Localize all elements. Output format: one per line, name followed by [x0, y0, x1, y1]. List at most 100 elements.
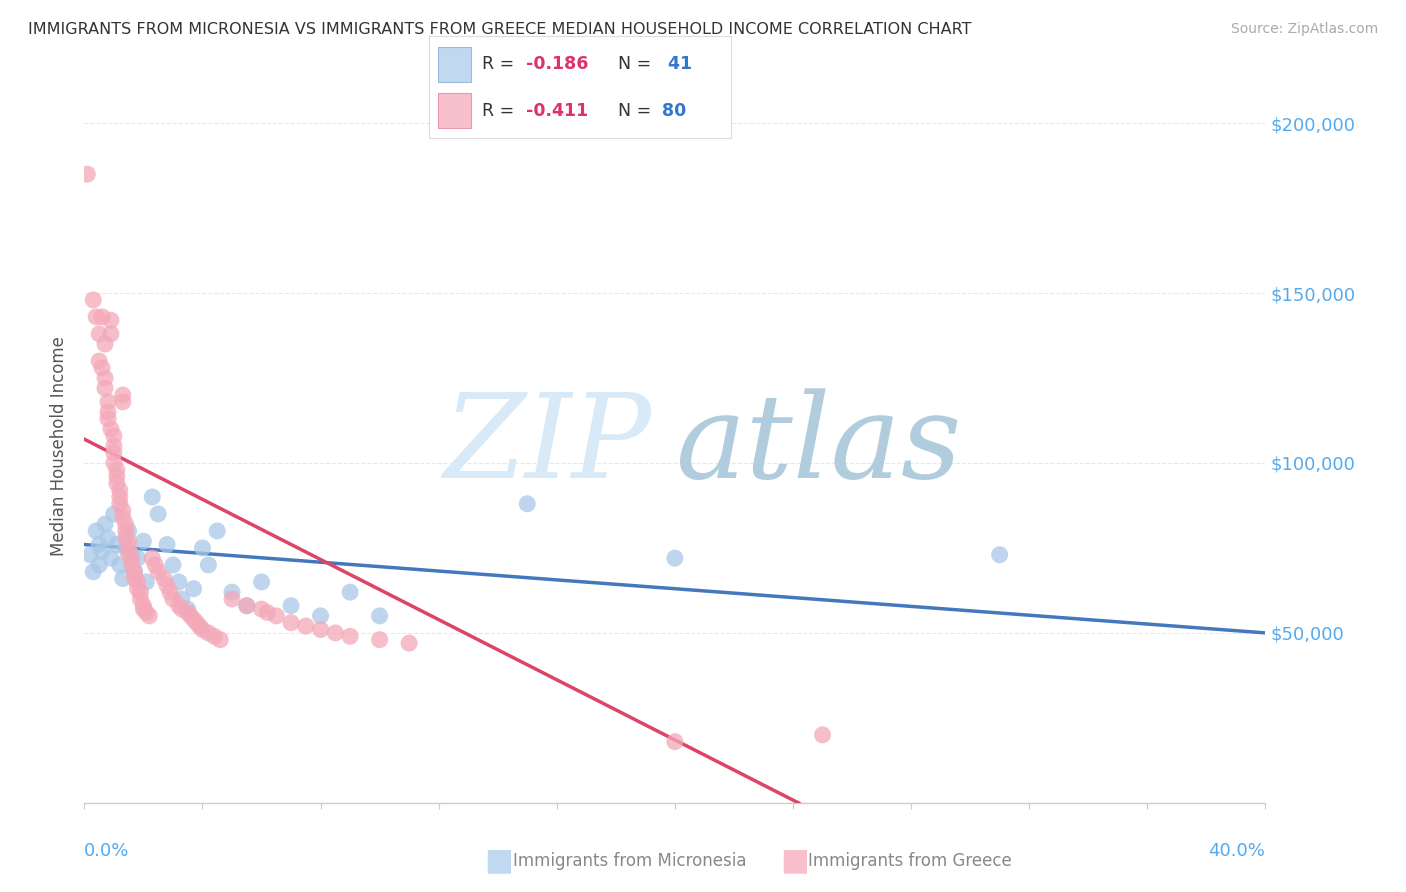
Point	[167, 599, 190, 613]
Text: Immigrants from Micronesia: Immigrants from Micronesia	[513, 852, 747, 870]
Text: Immigrants from Greece: Immigrants from Greece	[808, 852, 1012, 870]
Point	[82, 293, 104, 307]
Point	[111, 510, 134, 524]
Point	[89, 537, 111, 551]
Point	[94, 517, 117, 532]
Point	[129, 585, 152, 599]
Point	[124, 565, 146, 579]
Point	[84, 310, 107, 324]
Point	[105, 469, 128, 483]
Text: 80: 80	[662, 102, 686, 120]
Point	[89, 354, 111, 368]
Point	[91, 310, 114, 324]
Point	[162, 558, 184, 572]
Point	[132, 599, 155, 613]
Point	[309, 623, 332, 637]
Point	[114, 531, 136, 545]
Point	[156, 537, 179, 551]
Point	[148, 507, 170, 521]
Point	[108, 558, 131, 572]
FancyBboxPatch shape	[437, 93, 471, 128]
Point	[664, 551, 686, 566]
Text: IMMIGRANTS FROM MICRONESIA VS IMMIGRANTS FROM GREECE MEDIAN HOUSEHOLD INCOME COR: IMMIGRANTS FROM MICRONESIA VS IMMIGRANTS…	[28, 22, 972, 37]
Point	[221, 585, 243, 599]
Point	[100, 326, 122, 341]
Y-axis label: Median Household Income: Median Household Income	[51, 336, 69, 556]
Point	[114, 517, 136, 532]
Point	[143, 558, 166, 572]
Point	[121, 548, 143, 562]
Text: R =: R =	[482, 55, 519, 73]
Point	[132, 534, 155, 549]
Point	[129, 591, 152, 606]
Text: 40.0%: 40.0%	[1209, 842, 1265, 860]
Point	[183, 612, 205, 626]
Point	[121, 558, 143, 572]
Point	[124, 572, 146, 586]
Point	[79, 548, 101, 562]
Point	[236, 599, 259, 613]
Point	[186, 615, 208, 630]
Point	[183, 582, 205, 596]
Point	[177, 606, 200, 620]
Point	[141, 551, 163, 566]
Point	[97, 405, 120, 419]
Point	[103, 507, 125, 521]
Point	[191, 541, 214, 555]
Point	[114, 541, 136, 555]
Point	[339, 629, 361, 643]
Point	[162, 591, 184, 606]
Point	[111, 572, 134, 586]
Point	[221, 591, 243, 606]
Point	[108, 490, 131, 504]
Text: N =: N =	[617, 55, 657, 73]
Point	[94, 337, 117, 351]
Point	[82, 565, 104, 579]
Point	[202, 629, 225, 643]
Point	[91, 544, 114, 558]
Point	[141, 490, 163, 504]
Point	[197, 626, 219, 640]
Text: -0.186: -0.186	[526, 55, 588, 73]
Point	[811, 728, 834, 742]
Point	[97, 412, 120, 426]
Point	[118, 524, 141, 538]
FancyBboxPatch shape	[437, 47, 471, 82]
Point	[323, 626, 347, 640]
Point	[135, 606, 157, 620]
Point	[209, 632, 232, 647]
Point	[108, 483, 131, 498]
Text: ■: ■	[780, 847, 808, 875]
Point	[153, 572, 176, 586]
Point	[988, 548, 1011, 562]
Point	[339, 585, 361, 599]
Point	[156, 578, 179, 592]
Point	[97, 394, 120, 409]
Text: ■: ■	[485, 847, 513, 875]
Text: R =: R =	[482, 102, 519, 120]
Point	[664, 734, 686, 748]
Text: 41: 41	[662, 55, 692, 73]
Point	[118, 548, 141, 562]
Point	[280, 599, 302, 613]
Point	[118, 534, 141, 549]
Point	[114, 524, 136, 538]
Point	[135, 574, 157, 589]
Point	[250, 602, 273, 616]
Point	[105, 463, 128, 477]
Point	[100, 313, 122, 327]
Point	[159, 585, 181, 599]
Point	[368, 632, 391, 647]
Point	[103, 439, 125, 453]
Point	[170, 602, 193, 616]
Text: 0.0%: 0.0%	[84, 842, 129, 860]
Point	[148, 565, 170, 579]
Point	[124, 565, 146, 579]
Point	[138, 608, 160, 623]
Point	[105, 537, 128, 551]
Point	[111, 388, 134, 402]
Point	[280, 615, 302, 630]
Point	[516, 497, 538, 511]
Point	[100, 422, 122, 436]
Point	[191, 623, 214, 637]
